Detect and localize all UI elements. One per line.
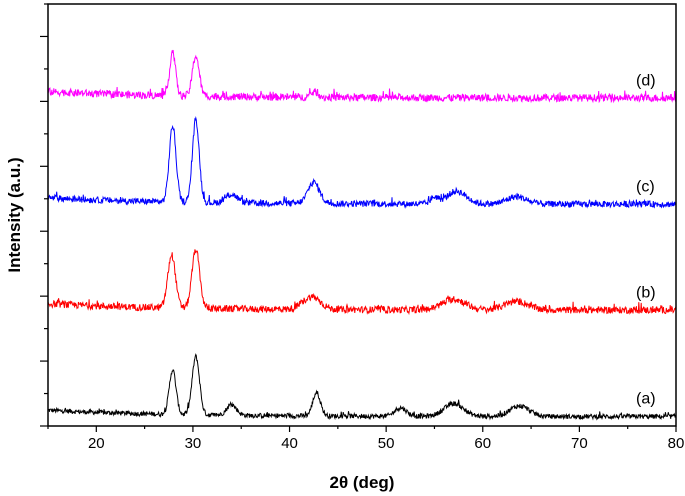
x-tick-label: 60: [474, 435, 491, 452]
series-label-d: (d): [636, 72, 656, 89]
x-axis-title: 2θ (deg): [330, 473, 395, 492]
series-line-c: [47, 116, 677, 209]
x-tick-label: 50: [378, 435, 395, 452]
series-line-a: [47, 353, 677, 421]
series-label-b: (b): [636, 284, 656, 301]
traces: [47, 49, 677, 421]
x-tick-label: 70: [571, 435, 588, 452]
x-tick-label: 20: [88, 435, 105, 452]
series-line-d: [47, 49, 677, 104]
x-tick-label: 80: [668, 435, 685, 452]
series-label-c: (c): [636, 178, 655, 195]
x-tick-label: 30: [185, 435, 202, 452]
series-labels: (a) (b) (c) (d): [636, 72, 656, 407]
x-axis-ticks: 20 30 40 50 60 70 80: [47, 426, 685, 452]
y-axis-ticks: [40, 3, 48, 427]
x-tick-label: 40: [281, 435, 298, 452]
y-axis-title: Intensity (a.u.): [5, 157, 24, 272]
series-line-b: [47, 249, 677, 316]
series-label-a: (a): [636, 391, 656, 408]
plot-frame: [47, 3, 677, 427]
